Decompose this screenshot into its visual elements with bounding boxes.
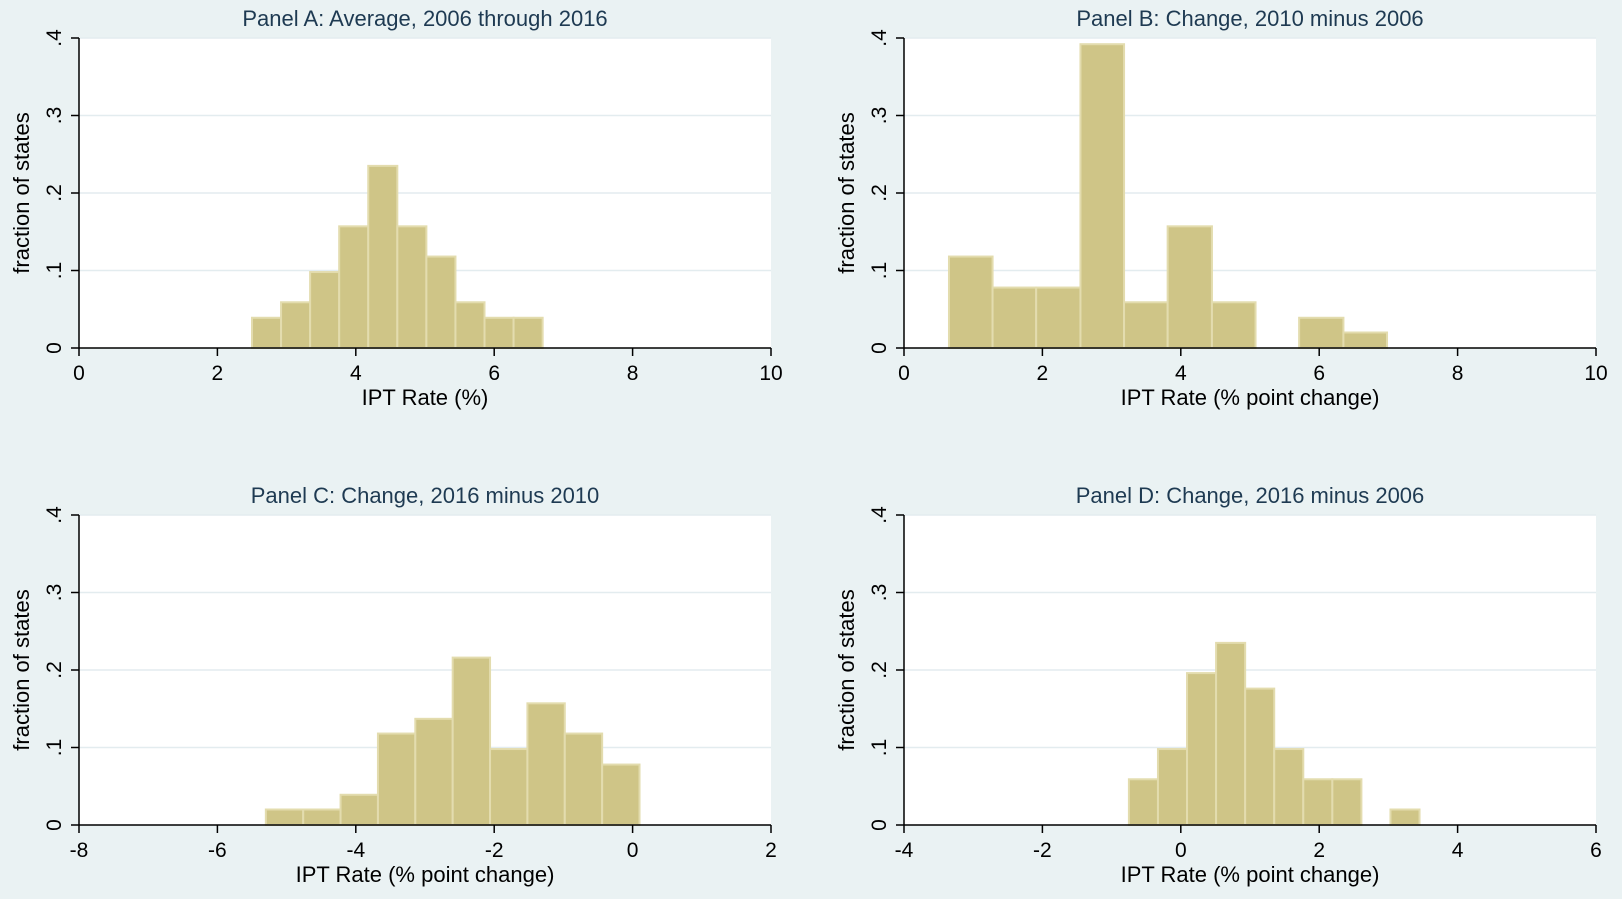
y-tick-label: .1: [868, 739, 891, 757]
y-axis-label: fraction of states: [9, 589, 34, 750]
y-tick-label: .4: [868, 506, 891, 524]
x-tick-label: 4: [350, 362, 362, 385]
histogram-bar: [1244, 687, 1276, 826]
histogram-panel-1: 0 2 4 6 8 10 0 .1 .2 .3 .4 Panel A: Average, 2006 t…: [9, 6, 783, 410]
y-tick-label: .2: [868, 184, 891, 202]
x-tick-label: 6: [488, 362, 500, 385]
x-tick-label: 0: [898, 362, 910, 385]
histogram-bar: [1186, 672, 1218, 826]
x-tick-label: 4: [1175, 362, 1187, 385]
y-tick-label: .1: [43, 739, 66, 757]
x-tick-label: -6: [208, 839, 227, 862]
histogram-bar: [264, 808, 305, 826]
y-tick-label: .3: [43, 584, 66, 602]
y-axis-label: fraction of states: [834, 112, 859, 273]
histogram-bar: [1302, 778, 1334, 827]
x-axis-label: IPT Rate (% point change): [296, 862, 555, 887]
x-tick-label: 2: [765, 839, 777, 862]
histogram-bar: [396, 225, 428, 349]
x-tick-label: -2: [1033, 839, 1052, 862]
histogram-bar: [425, 255, 457, 349]
x-tick-label: -8: [70, 839, 89, 862]
y-tick-label: .2: [43, 661, 66, 679]
histogram-bar: [563, 732, 604, 826]
x-tick-label: 4: [1452, 839, 1464, 862]
x-tick-label: 6: [1590, 839, 1602, 862]
histogram-bar: [991, 286, 1038, 349]
x-axis-label: IPT Rate (%): [362, 385, 489, 410]
x-tick-label: -4: [895, 839, 914, 862]
histogram-bar: [302, 808, 342, 826]
panel-title: Panel C: Change, 2016 minus 2010: [251, 483, 600, 508]
y-tick-label: .3: [868, 107, 891, 125]
y-tick-label: .1: [43, 262, 66, 280]
x-axis-label: IPT Rate (% point change): [1121, 862, 1380, 887]
histogram-bar: [1079, 43, 1126, 349]
histogram-bar: [526, 702, 566, 827]
histogram-bar: [339, 793, 379, 827]
y-tick-label: .4: [868, 29, 891, 47]
x-axis-label: IPT Rate (% point change): [1121, 385, 1380, 410]
histogram-bar: [483, 316, 515, 349]
y-tick-label: 0: [868, 342, 891, 354]
histogram-bar: [1389, 808, 1421, 826]
histogram-bar: [1210, 301, 1257, 349]
histogram-bar: [251, 316, 283, 349]
x-tick-label: 0: [627, 839, 639, 862]
histogram-bar: [1215, 641, 1247, 826]
histogram-bar: [1331, 778, 1363, 827]
histogram-bar: [1156, 748, 1189, 826]
x-tick-label: 8: [1452, 362, 1464, 385]
panel-title: Panel A: Average, 2006 through 2016: [242, 6, 607, 31]
y-tick-label: 0: [43, 342, 66, 354]
histogram-bar: [280, 301, 312, 349]
histogram-bar: [338, 225, 370, 349]
histogram-bar: [1273, 748, 1305, 826]
x-tick-label: 10: [759, 362, 782, 385]
histogram-bar: [414, 717, 454, 827]
x-tick-label: 2: [1037, 362, 1049, 385]
x-tick-label: 10: [1584, 362, 1607, 385]
histogram-panel-3: -8 -6 -4 -2 0 2 0 .1 .2 .3 .4 Panel C: Change, 2016…: [9, 483, 777, 887]
panel-title: Panel B: Change, 2010 minus 2006: [1076, 6, 1423, 31]
y-tick-label: .2: [43, 184, 66, 202]
y-tick-label: 0: [868, 819, 891, 831]
histogram-bar: [489, 748, 529, 826]
y-axis-label: fraction of states: [834, 589, 859, 750]
histogram-bar: [1166, 225, 1213, 349]
histogram-bar: [1127, 778, 1159, 827]
x-tick-label: 0: [73, 362, 85, 385]
y-tick-label: .3: [868, 584, 891, 602]
y-tick-label: .3: [43, 107, 66, 125]
x-tick-label: 6: [1313, 362, 1325, 385]
histogram-bar: [454, 301, 486, 349]
histogram-panel-4: -4 -2 0 2 4 6 0 .1 .2 .3 .4 Panel D: Change, 2016 m…: [834, 483, 1602, 887]
histogram-bar: [1298, 316, 1345, 349]
x-tick-label: 0: [1175, 839, 1187, 862]
x-tick-label: 2: [1313, 839, 1325, 862]
histogram-bar: [947, 255, 994, 349]
histogram-bar: [601, 763, 641, 826]
panel-title: Panel D: Change, 2016 minus 2006: [1076, 483, 1425, 508]
histogram-bar: [1123, 301, 1169, 349]
y-tick-label: 0: [43, 819, 66, 831]
histogram-bar: [309, 271, 341, 349]
y-tick-label: .1: [868, 262, 891, 280]
histogram-bar: [451, 656, 492, 826]
y-tick-label: .4: [43, 29, 66, 47]
x-tick-label: 2: [212, 362, 224, 385]
histogram-bar: [512, 316, 544, 349]
x-tick-label: -4: [346, 839, 365, 862]
y-tick-label: .2: [868, 661, 891, 679]
x-tick-label: 8: [627, 362, 639, 385]
x-tick-label: -2: [485, 839, 504, 862]
histogram-bar: [376, 732, 417, 826]
histogram-panel-2: 0 2 4 6 8 10 0 .1 .2 .3 .4 Panel B: Change, 2010 mi…: [834, 6, 1608, 410]
y-axis-label: fraction of states: [9, 112, 34, 273]
histogram-bar: [367, 164, 399, 349]
histogram-bar: [1035, 286, 1082, 349]
histogram-bar: [1342, 331, 1389, 349]
y-tick-label: .4: [43, 506, 66, 524]
